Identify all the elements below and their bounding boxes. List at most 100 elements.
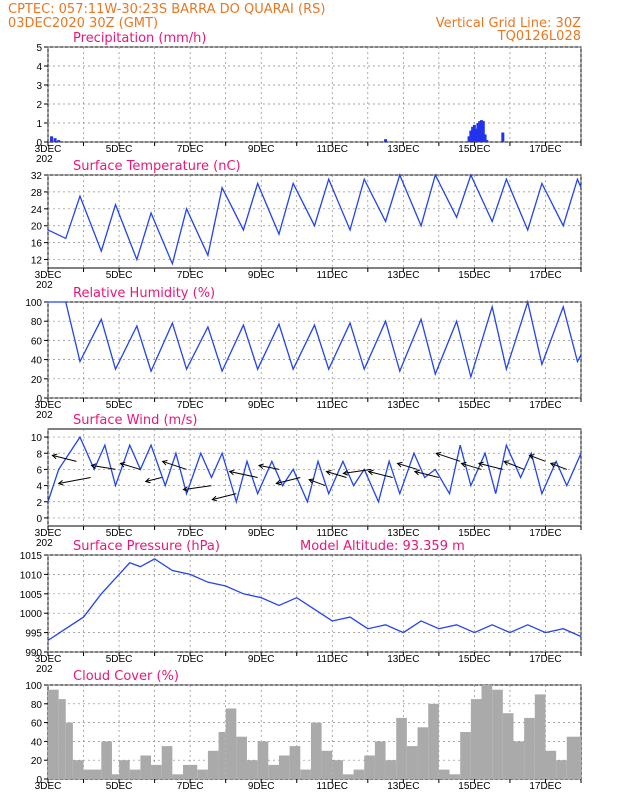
precip-bar [472,124,476,142]
cloud-bar [396,717,407,779]
series-line [47,173,582,266]
panel-5: 0 20 40 60 80 100 3DEC 5DEC 7DEC 9DEC 11DEC 13DEC 15… [25,669,582,792]
x-tick-label: 5DEC [106,400,133,411]
series-line [47,558,582,641]
wind-arrow-head [549,462,556,468]
wind-arrow [368,471,393,478]
y-tick-label: 0 [36,394,42,405]
wind-arrow [436,452,461,462]
x-tick-label: 5DEC [106,270,133,281]
header-model-code: TQ0126L028 [497,29,581,44]
year-label: 202 [36,538,53,549]
y-tick-label: 0 [36,775,42,786]
panel-1: 12 16 20 24 28 32 3DEC 5DEC 7DEC 9DEC 11DEC 13DEC 15… [31,159,582,291]
plot-frame [47,46,582,143]
x-tick-label: 7DEC [177,654,204,665]
wind-arrow-head [477,461,484,468]
wind-arrow-head [211,495,218,502]
wind-arrow [461,462,482,470]
precip-bar [478,121,482,142]
cloud-bar [513,741,525,779]
precip-bar [471,126,475,142]
x-tick-label: 11DEC [317,270,349,281]
cloud-bar [438,769,450,779]
plot-frame [47,174,582,269]
cloud-bar [300,769,311,779]
cloud-bar [48,689,59,779]
x-tick-label: 3DEC [35,654,62,665]
cloud-bar [310,722,322,779]
wind-arrow-head [182,486,189,492]
x-tick-label: 13DEC [387,781,419,792]
wind-arrow [52,454,77,462]
y-tick-label: 10 [31,433,43,444]
y-tick-label: 16 [31,239,43,250]
cloud-bar [151,764,162,779]
x-tick-label: 5DEC [106,144,133,155]
year-label: 202 [36,410,53,421]
wind-arrow [529,454,546,462]
y-tick-label: 0 [36,138,42,149]
panel-title: Surface Wind (m/s) [73,413,197,428]
year-label: 202 [36,154,53,165]
x-tick-label: 7DEC [177,144,204,155]
cloud-bar [321,750,333,779]
wind-arrow [229,471,258,478]
precip-bar [50,136,54,142]
y-tick-label: 40 [31,737,43,748]
x-tick-label: 17DEC [529,144,561,155]
y-tick-label: 3 [36,81,42,92]
y-tick-label: 1005 [20,590,43,601]
y-tick-label: 20 [31,756,43,767]
precip-bar [474,128,478,142]
panel-0: 0 1 2 3 4 5 3DEC 5DEC 7DEC 9DEC 11DEC 13DEC 15DEC 17D… [35,31,582,165]
x-tick-label: 9DEC [248,270,275,281]
cloud-bar [140,755,152,779]
wind-arrow-head [144,477,151,484]
y-tick-label: 60 [31,336,43,347]
wind-arrow-head [90,463,97,469]
cloud-bar [374,741,386,779]
y-tick-label: 12 [31,256,43,267]
cloud-bar [492,689,503,779]
x-tick-label: 15DEC [458,654,490,665]
cloud-bar [111,774,120,779]
y-tick-label: 24 [31,205,43,216]
x-tick-label: 17DEC [529,528,561,539]
cloud-bar [406,746,418,779]
cloud-bar [385,760,397,779]
plot-frame [47,301,582,399]
y-tick-label: 4 [36,62,42,73]
y-tick-label: 1010 [20,570,43,581]
y-tick-label: 28 [31,188,43,199]
cloud-bar [449,774,461,779]
wind-arrow-head [57,479,64,486]
plot-frame [47,554,582,653]
year-label: 202 [36,664,53,675]
x-tick-label: 17DEC [529,654,561,665]
x-tick-label: 7DEC [177,528,204,539]
precip-bar [53,138,57,142]
y-tick-label: 6 [36,465,42,476]
cloud-bar [556,760,567,779]
year-label: 202 [36,280,53,291]
x-tick-label: 9DEC [248,654,275,665]
x-tick-label: 15DEC [458,144,490,155]
wind-arrow-head [435,451,442,458]
cloud-bar [58,699,66,779]
wind-arrow-head [228,469,235,476]
cloud-bar [417,727,429,779]
wind-arrow [550,462,567,470]
wind-arrow [120,462,141,470]
precip-bar [469,130,473,142]
x-tick-label: 9DEC [248,400,275,411]
x-tick-label: 5DEC [106,654,133,665]
header-location: CPTEC: 057:11W-30:23S BARRA DO QUARAI (R… [8,2,325,17]
cloud-bar [566,736,581,779]
panel-title: Precipitation (mm/h) [73,31,206,46]
wind-arrow [414,471,439,478]
wind-arrow-head [503,460,510,466]
wind-arrow [326,471,347,478]
wind-arrow-head [528,454,535,460]
